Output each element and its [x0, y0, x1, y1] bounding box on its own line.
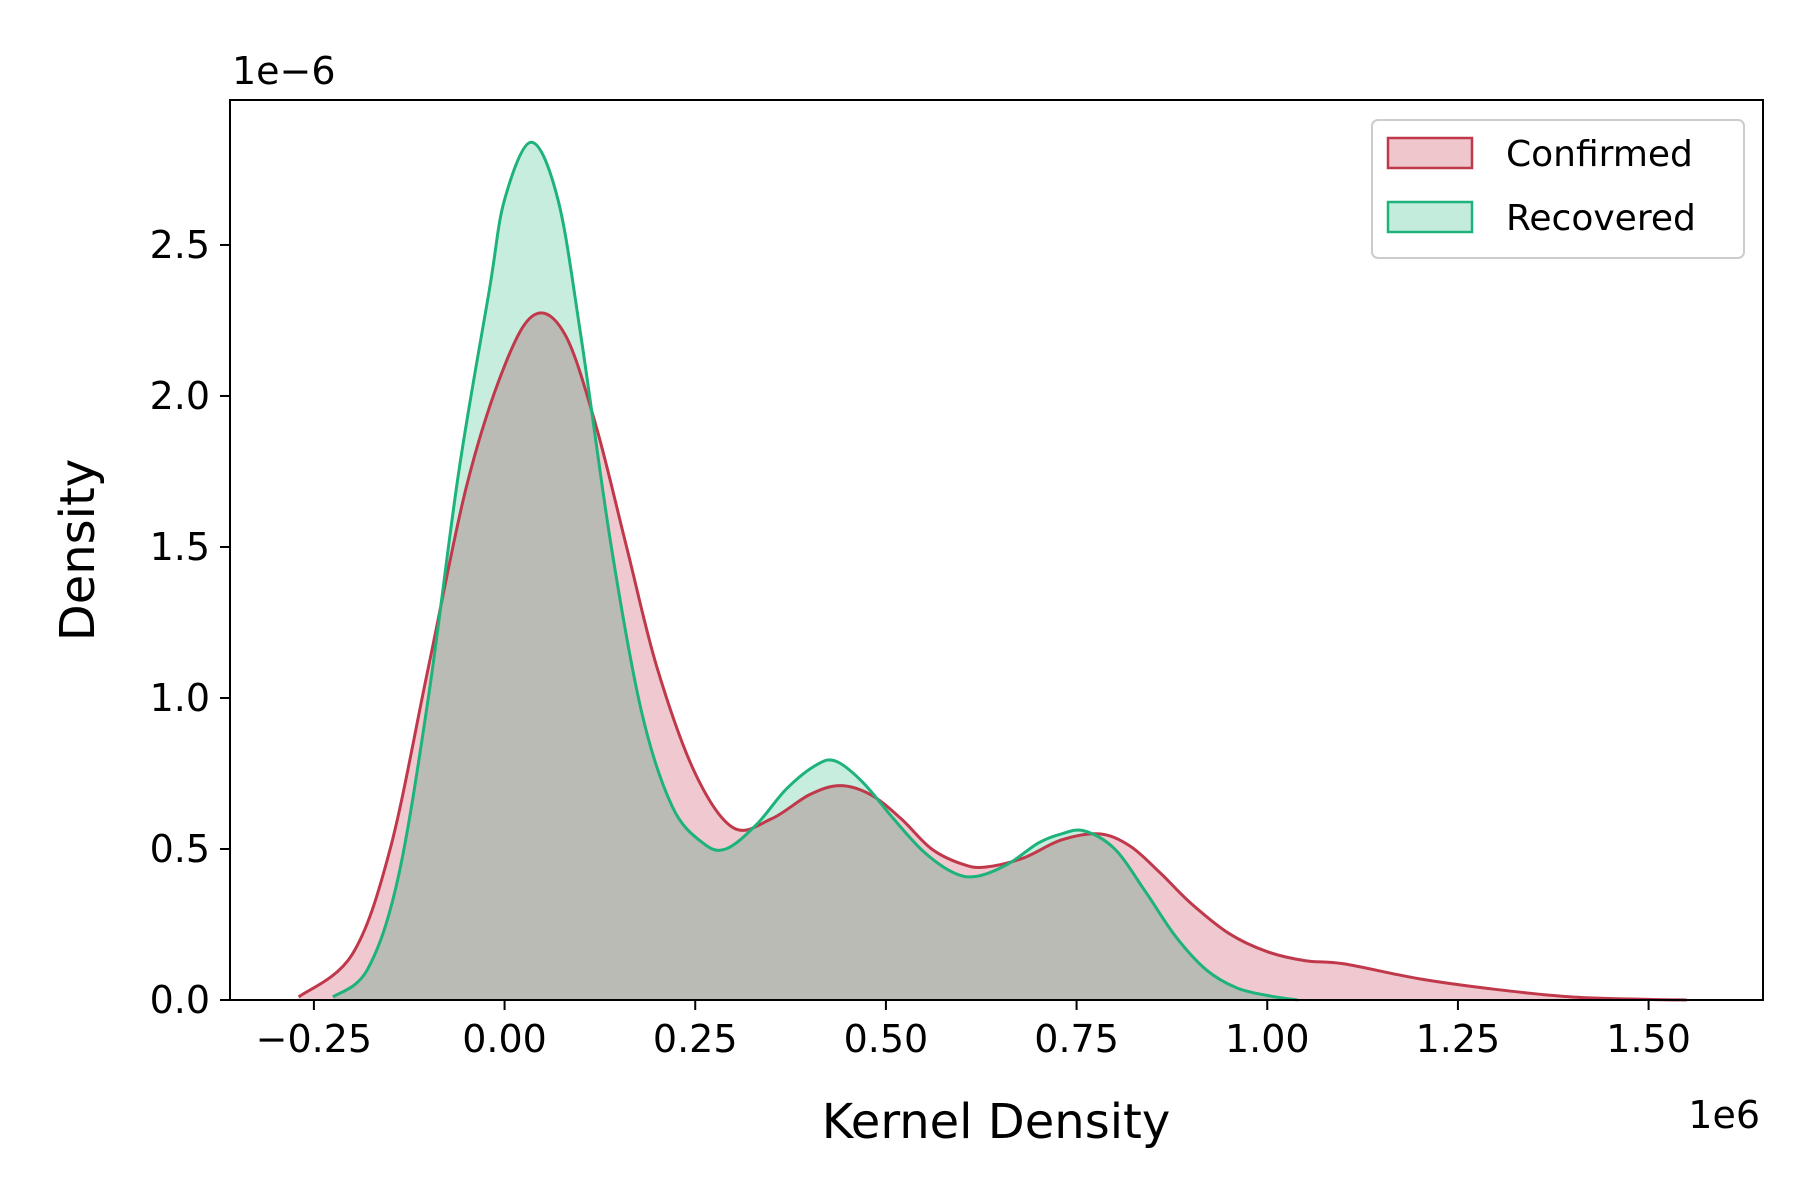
y-tick-label: 0.5 — [150, 827, 210, 871]
series-line-confirmed — [297, 311, 1687, 1002]
x-tick-label: −0.25 — [256, 1017, 372, 1061]
x-tick-label: 1.50 — [1606, 1017, 1691, 1061]
y-tick-label: 2.5 — [150, 223, 210, 267]
legend-swatch-confirmed — [1386, 136, 1474, 170]
x-offset-label: 1e6 — [1688, 1093, 1760, 1137]
legend-label-confirmed: Confirmed — [1506, 134, 1693, 175]
x-tick-label: 0.00 — [462, 1017, 547, 1061]
x-axis-label: Kernel Density — [822, 1094, 1171, 1150]
x-tick-label: 0.25 — [653, 1017, 738, 1061]
legend-label-recovered: Recovered — [1506, 198, 1696, 239]
y-tick-label: 2.0 — [150, 374, 210, 418]
y-offset-label: 1e−6 — [232, 49, 336, 93]
x-tick-label: 1.25 — [1416, 1017, 1501, 1061]
x-tick-label: 0.50 — [844, 1017, 929, 1061]
y-tick-label: 1.5 — [150, 525, 210, 569]
x-tick-label: 0.75 — [1034, 1017, 1119, 1061]
x-axis: −0.25 0.00 0.25 0.50 0.75 1.00 1.25 1.50 — [256, 1000, 1691, 1061]
y-axis-label: Density — [50, 459, 106, 641]
legend: Confirmed Recovered — [1371, 119, 1745, 259]
legend-swatch-recovered — [1386, 200, 1474, 234]
plot-frame — [229, 99, 1764, 1001]
series-line-recovered — [332, 140, 1298, 1002]
x-tick-label: 1.00 — [1225, 1017, 1310, 1061]
series-layer — [297, 140, 1687, 1002]
y-tick-label: 1.0 — [150, 676, 210, 720]
y-tick-label: 0.0 — [150, 978, 210, 1022]
y-axis: 0.0 0.5 1.0 1.5 2.0 2.5 — [150, 223, 230, 1022]
